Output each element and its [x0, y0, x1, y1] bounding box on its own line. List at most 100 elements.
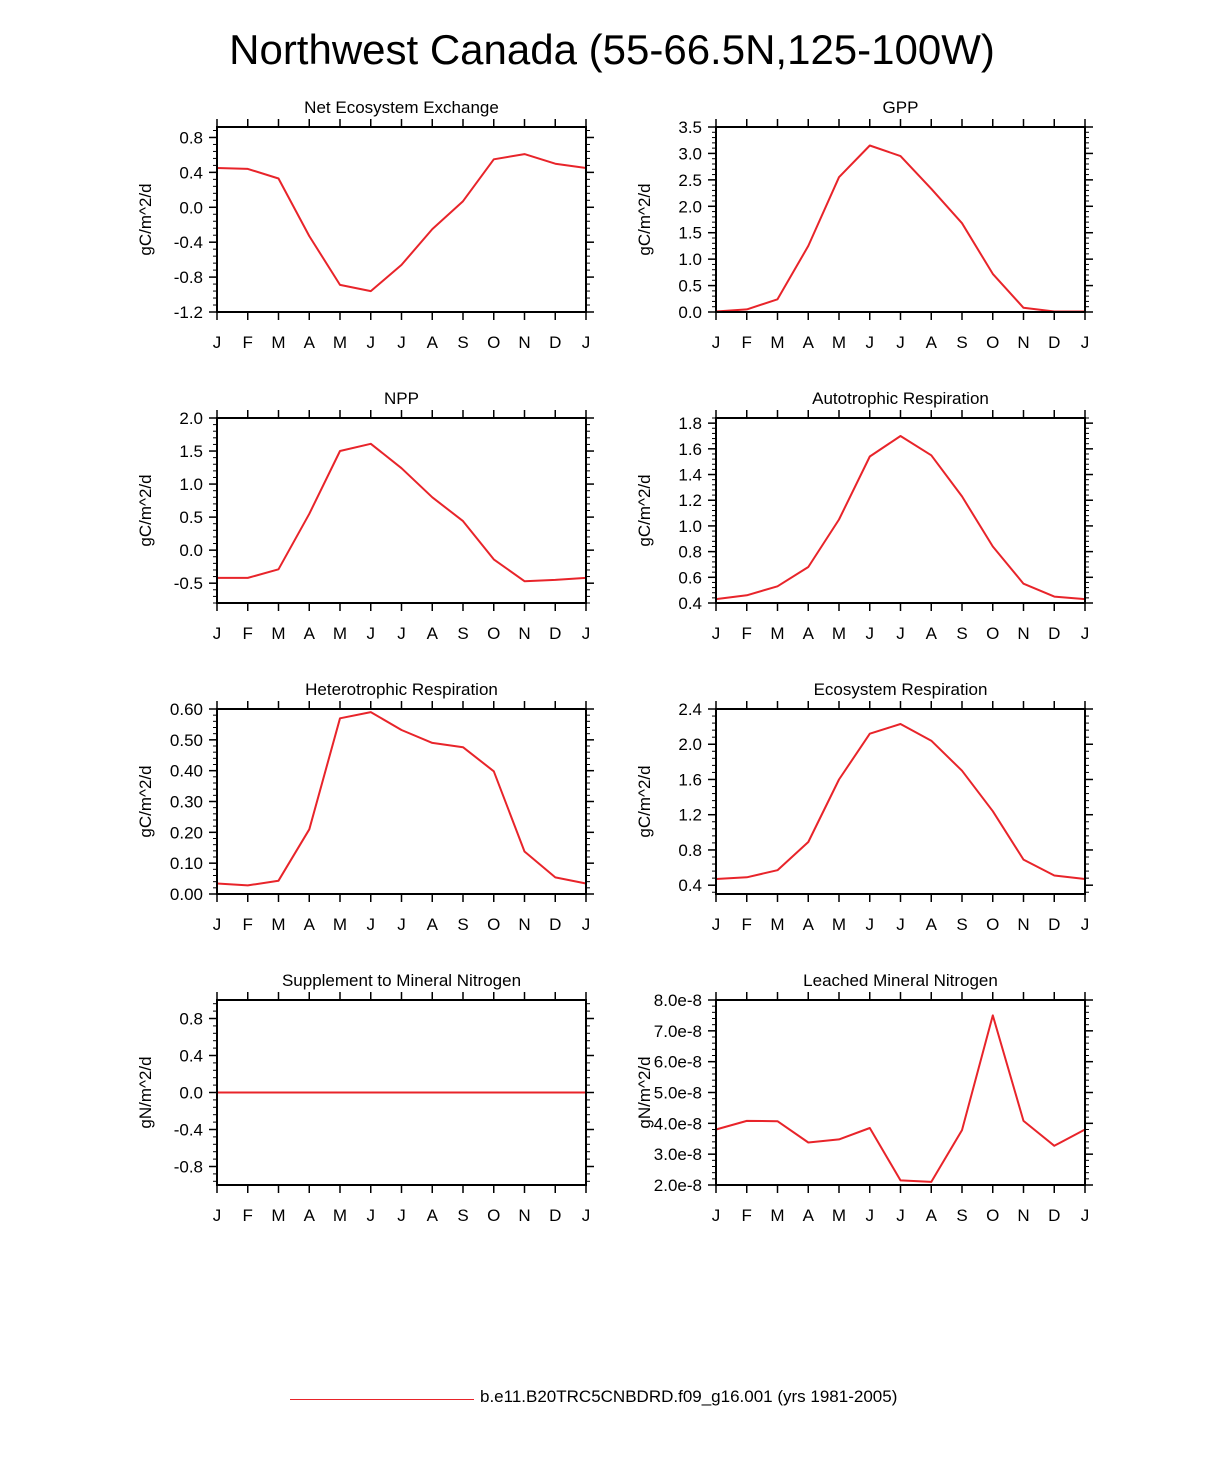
x-tick-label: J [582, 624, 591, 643]
x-tick-label: J [866, 624, 875, 643]
x-tick-label: D [1048, 624, 1060, 643]
x-tick-label: J [213, 333, 222, 352]
legend-label: b.e11.B20TRC5CNBDRD.f09_g16.001 (yrs 198… [480, 1387, 898, 1406]
x-tick-label: F [243, 624, 253, 643]
y-tick-label: 1.0 [678, 517, 702, 536]
x-tick-label: D [549, 1206, 561, 1225]
y-tick-label: 2.0 [179, 409, 203, 428]
x-tick-label: A [926, 915, 938, 934]
y-axis-label: gC/m^2/d [635, 183, 654, 255]
x-tick-label: A [926, 1206, 938, 1225]
x-tick-label: D [1048, 1206, 1060, 1225]
y-tick-label: 2.5 [678, 171, 702, 190]
y-tick-label: 0.4 [678, 876, 702, 895]
y-tick-label: 1.5 [678, 224, 702, 243]
x-tick-label: A [304, 624, 316, 643]
x-tick-label: M [333, 333, 347, 352]
x-tick-label: M [770, 333, 784, 352]
x-tick-label: A [926, 624, 938, 643]
x-tick-label: J [712, 1206, 721, 1225]
y-tick-label: 0.8 [678, 543, 702, 562]
x-tick-label: J [866, 915, 875, 934]
x-tick-label: J [582, 333, 591, 352]
x-tick-label: A [427, 915, 439, 934]
x-tick-label: N [518, 1206, 530, 1225]
y-axis-label: gC/m^2/d [136, 765, 155, 837]
panel-title: Leached Mineral Nitrogen [803, 971, 998, 990]
x-tick-label: J [1081, 333, 1090, 352]
x-tick-label: J [367, 915, 376, 934]
y-axis-label: gC/m^2/d [136, 474, 155, 546]
y-axis-label: gC/m^2/d [136, 183, 155, 255]
series-line [216, 153, 587, 293]
x-tick-label: O [986, 333, 999, 352]
x-tick-label: M [271, 624, 285, 643]
x-tick-label: M [271, 1206, 285, 1225]
legend-line-swatch [290, 1399, 474, 1400]
x-tick-label: S [956, 333, 967, 352]
x-tick-label: A [304, 1206, 316, 1225]
x-tick-label: O [487, 915, 500, 934]
x-tick-label: S [457, 624, 468, 643]
x-tick-label: J [866, 333, 875, 352]
y-tick-label: 0.60 [170, 700, 203, 719]
y-tick-label: -0.4 [174, 1121, 203, 1140]
x-tick-label: O [986, 1206, 999, 1225]
y-tick-label: 0.10 [170, 854, 203, 873]
y-tick-label: 0.8 [179, 128, 203, 147]
y-tick-label: 1.6 [678, 440, 702, 459]
y-tick-label: 0.50 [170, 731, 203, 750]
x-tick-label: M [770, 915, 784, 934]
x-tick-label: A [304, 915, 316, 934]
x-tick-label: D [1048, 333, 1060, 352]
x-tick-label: J [712, 915, 721, 934]
x-tick-label: J [367, 624, 376, 643]
y-tick-label: 1.8 [678, 414, 702, 433]
panel-title: Ecosystem Respiration [814, 680, 988, 699]
x-tick-label: J [896, 624, 905, 643]
y-tick-label: -0.5 [174, 574, 203, 593]
chart-panel: Supplement to Mineral Nitrogen gN/m^2/d J F… [136, 971, 594, 1225]
x-tick-label: N [518, 915, 530, 934]
y-tick-label: 1.2 [678, 806, 702, 825]
x-tick-label: O [487, 333, 500, 352]
panel-title: Autotrophic Respiration [812, 389, 989, 408]
x-tick-label: D [549, 333, 561, 352]
y-tick-label: 1.4 [678, 466, 702, 485]
x-tick-label: M [271, 333, 285, 352]
x-tick-label: F [243, 915, 253, 934]
x-tick-label: J [213, 624, 222, 643]
x-tick-label: A [427, 1206, 439, 1225]
x-tick-label: J [866, 1206, 875, 1225]
x-tick-label: A [803, 333, 815, 352]
plot-frame [715, 126, 1086, 313]
y-tick-label: 8.0e-8 [654, 991, 702, 1010]
y-tick-label: 0.0 [179, 541, 203, 560]
x-tick-label: M [333, 915, 347, 934]
x-tick-label: N [1017, 624, 1029, 643]
series-line [715, 435, 1086, 601]
x-tick-label: A [803, 915, 815, 934]
x-tick-label: F [742, 915, 752, 934]
x-tick-label: M [832, 624, 846, 643]
y-tick-label: 1.2 [678, 491, 702, 510]
y-tick-label: 0.4 [179, 1047, 203, 1066]
y-tick-label: -0.4 [174, 233, 203, 252]
plot-frame [216, 126, 587, 313]
x-tick-label: S [457, 915, 468, 934]
x-tick-label: J [1081, 624, 1090, 643]
plot-frame [715, 999, 1086, 1186]
y-tick-label: 1.6 [678, 770, 702, 789]
panel-title: NPP [384, 389, 419, 408]
x-tick-label: J [367, 1206, 376, 1225]
x-tick-label: D [549, 915, 561, 934]
x-tick-label: N [1017, 915, 1029, 934]
x-tick-label: O [986, 915, 999, 934]
x-tick-label: S [457, 333, 468, 352]
y-tick-label: 0.4 [678, 594, 702, 613]
